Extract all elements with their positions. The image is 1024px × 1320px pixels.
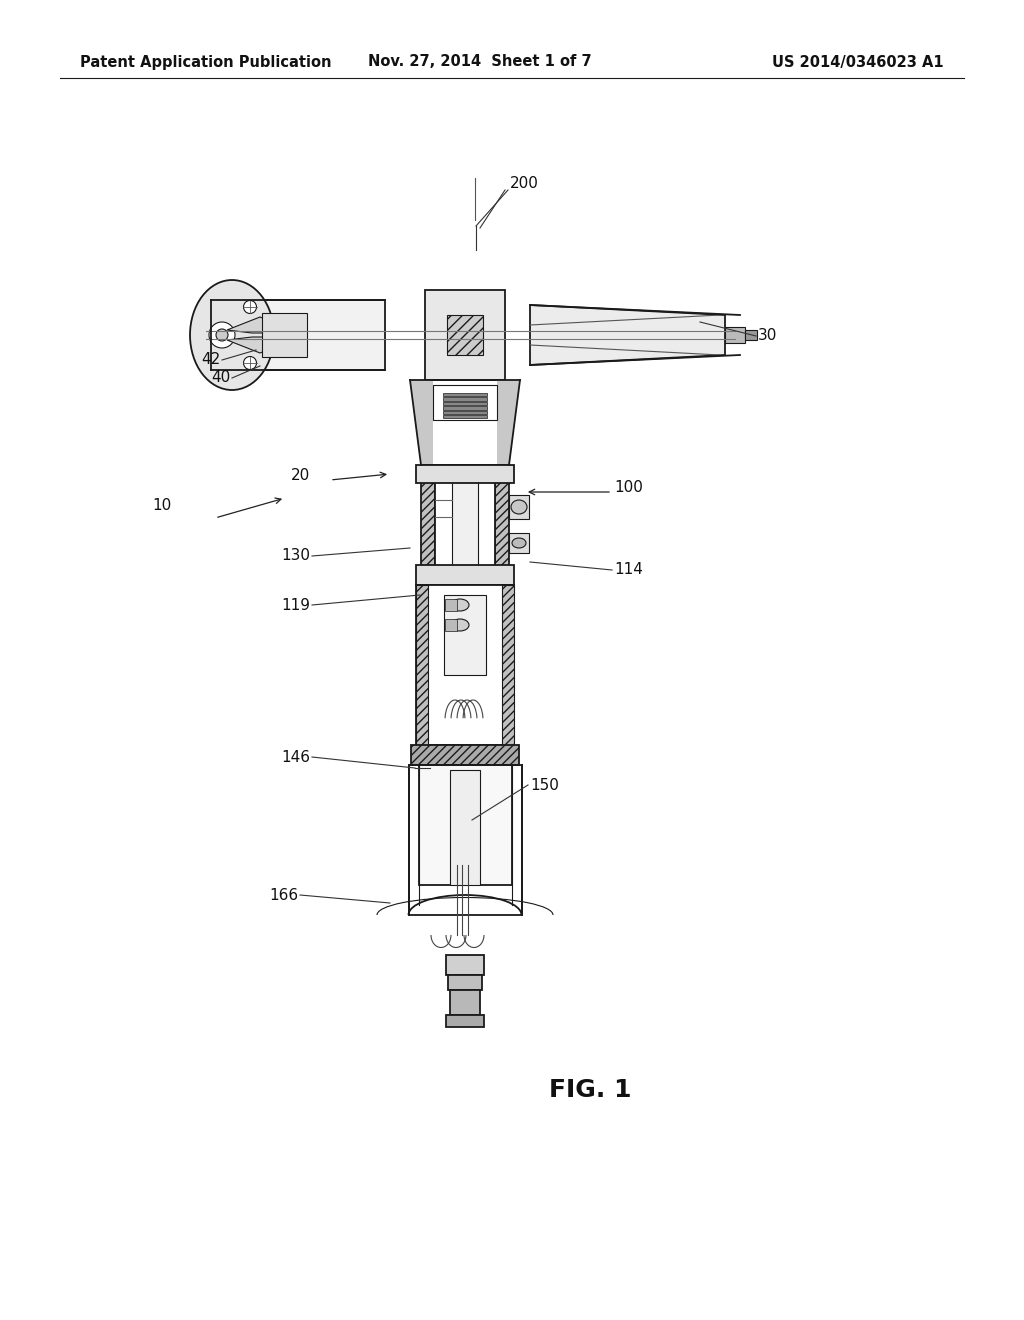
Bar — [420, 457, 433, 465]
Bar — [421, 465, 435, 585]
Bar — [446, 1015, 484, 1027]
Bar — [425, 290, 505, 380]
Bar — [421, 465, 433, 473]
Bar — [445, 619, 457, 631]
Ellipse shape — [190, 280, 274, 389]
Bar — [452, 465, 478, 585]
Bar — [413, 403, 433, 412]
Bar — [443, 414, 487, 418]
Bar — [745, 330, 757, 341]
Bar — [443, 397, 487, 401]
Text: 10: 10 — [153, 498, 172, 512]
Bar — [418, 442, 433, 450]
Bar — [497, 457, 510, 465]
Text: 119: 119 — [281, 598, 310, 612]
Bar — [497, 403, 517, 412]
Bar — [411, 388, 433, 396]
Bar — [417, 434, 433, 442]
Bar — [450, 990, 480, 1015]
Ellipse shape — [216, 329, 228, 341]
Bar — [435, 465, 495, 585]
Bar — [445, 599, 457, 611]
Bar — [497, 426, 514, 434]
Text: US 2014/0346023 A1: US 2014/0346023 A1 — [772, 54, 944, 70]
Bar — [449, 975, 482, 990]
Text: 20: 20 — [291, 469, 310, 483]
Bar — [497, 418, 515, 426]
Text: 146: 146 — [281, 750, 310, 764]
Bar — [415, 418, 433, 426]
Polygon shape — [227, 317, 270, 333]
Bar — [497, 434, 513, 442]
Bar — [443, 407, 487, 409]
Bar — [497, 388, 519, 396]
Text: 30: 30 — [758, 329, 777, 343]
Bar — [412, 396, 433, 404]
Bar — [433, 385, 497, 420]
Bar — [497, 411, 516, 418]
Bar — [444, 595, 486, 675]
Polygon shape — [227, 337, 270, 352]
Ellipse shape — [511, 500, 527, 513]
Ellipse shape — [209, 322, 234, 348]
Text: 100: 100 — [614, 480, 643, 495]
Bar — [416, 426, 433, 434]
Text: 166: 166 — [269, 887, 298, 903]
Ellipse shape — [451, 619, 469, 631]
Bar — [416, 465, 514, 483]
Bar — [443, 393, 487, 396]
Text: 130: 130 — [281, 549, 310, 564]
Bar — [497, 442, 512, 450]
Ellipse shape — [244, 301, 256, 314]
Text: Nov. 27, 2014  Sheet 1 of 7: Nov. 27, 2014 Sheet 1 of 7 — [369, 54, 592, 70]
Bar — [416, 585, 428, 744]
Bar — [411, 744, 519, 766]
Bar — [497, 450, 511, 458]
Text: 42: 42 — [201, 352, 220, 367]
Text: Patent Application Publication: Patent Application Publication — [80, 54, 332, 70]
Bar — [414, 411, 433, 418]
Bar — [409, 766, 521, 915]
Bar — [447, 315, 483, 355]
Bar — [725, 327, 745, 343]
Bar — [497, 465, 509, 473]
Bar — [509, 533, 529, 553]
Polygon shape — [530, 305, 725, 366]
Text: 40: 40 — [211, 371, 230, 385]
Bar — [443, 411, 487, 414]
Ellipse shape — [244, 356, 256, 370]
Bar — [446, 954, 484, 975]
Bar — [497, 380, 520, 388]
Bar — [419, 450, 433, 458]
Bar — [416, 585, 514, 744]
Bar — [262, 313, 307, 356]
Ellipse shape — [451, 599, 469, 611]
Bar — [495, 465, 509, 585]
Bar — [502, 585, 514, 744]
Ellipse shape — [512, 539, 526, 548]
Text: FIG. 1: FIG. 1 — [549, 1078, 631, 1102]
Bar — [497, 396, 518, 404]
Text: 200: 200 — [510, 176, 539, 190]
Bar — [509, 495, 529, 519]
Text: 114: 114 — [614, 562, 643, 578]
Bar — [419, 766, 512, 884]
Bar — [416, 565, 514, 585]
Bar — [450, 770, 480, 884]
Bar — [410, 380, 433, 388]
Text: 150: 150 — [530, 777, 559, 792]
Bar — [211, 300, 385, 370]
Bar — [443, 401, 487, 405]
